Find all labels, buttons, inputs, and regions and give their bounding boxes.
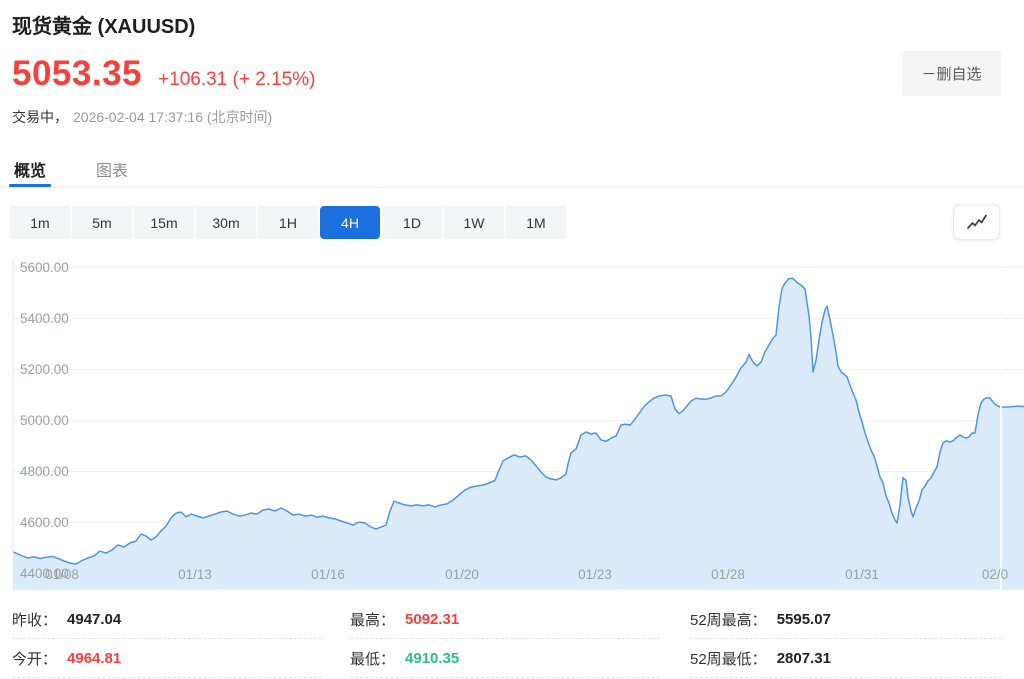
stat-row: 最低： 4910.35 — [350, 639, 660, 678]
stat-row: 今开： 4964.81 — [12, 639, 322, 678]
tabs-divider — [0, 187, 1024, 188]
y-axis-label: 4400.00 — [20, 566, 69, 581]
stat-value: 4910.35 — [405, 649, 460, 667]
timeframe-1m[interactable]: 1M — [506, 206, 566, 239]
quote-stats: 昨收： 4947.04 今开： 4964.81 最高： 5092.31 最低： 4910.35… — [0, 600, 1024, 679]
timeframe-30m[interactable]: 30m — [196, 206, 256, 239]
x-axis-label: 01/28 — [711, 567, 745, 582]
price-row: 5053.35 +106.31 (+ 2.15%) — [12, 54, 315, 94]
y-axis-label: 4600.00 — [20, 515, 69, 530]
view-tabs: 概览 图表 — [8, 155, 130, 187]
y-axis-label: 5000.00 — [20, 413, 69, 428]
stat-label: 昨收： — [12, 611, 58, 629]
quote-timestamp: 2026-02-04 17:37:16 (北京时间) — [73, 109, 273, 125]
price-chart[interactable]: 5600.00 5400.00 5200.00 5000.00 4800.00 4600.… — [0, 255, 1024, 590]
stat-value: 4964.81 — [67, 649, 122, 667]
trading-status: 交易中， 2026-02-04 17:37:16 (北京时间) — [12, 107, 272, 127]
x-axis-label: 01/13 — [178, 567, 212, 582]
stat-column: 52周最高： 5595.07 52周最低： 2807.31 — [690, 600, 1002, 678]
chart-type-button[interactable] — [953, 204, 1000, 240]
x-axis-label: 01/23 — [578, 567, 612, 582]
timeframe-15m[interactable]: 15m — [134, 206, 194, 239]
stat-value: 2807.31 — [776, 649, 831, 667]
y-axis-label: 5200.00 — [20, 362, 69, 377]
stat-value: 4947.04 — [67, 610, 122, 628]
x-axis-label: 01/16 — [311, 567, 345, 582]
price-area-fill — [13, 278, 1024, 590]
timeframe-1d[interactable]: 1D — [382, 206, 442, 239]
x-axis-label: 01/31 — [845, 567, 879, 582]
line-chart-icon — [966, 214, 987, 229]
last-price: 5053.35 — [12, 54, 143, 93]
stat-label: 52周最高： — [690, 611, 767, 629]
stat-row: 52周最高： 5595.07 — [690, 600, 1002, 639]
stat-row: 52周最低： 2807.31 — [690, 639, 1002, 678]
y-axis-label: 4800.00 — [20, 464, 69, 479]
stat-row: 昨收： 4947.04 — [12, 600, 322, 639]
x-axis-label: 01/20 — [445, 567, 479, 582]
stat-label: 52周最低： — [690, 650, 767, 668]
trading-status-label: 交易中， — [12, 109, 68, 125]
tab-overview[interactable]: 概览 — [8, 155, 52, 187]
timeframe-1h[interactable]: 1H — [258, 206, 318, 239]
stat-label: 最低： — [350, 650, 396, 668]
stat-value: 5595.07 — [776, 610, 831, 628]
remove-watchlist-button[interactable]: －删自选 — [902, 51, 1001, 96]
stat-column: 最高： 5092.31 最低： 4910.35 — [350, 600, 660, 678]
y-axis-label: 5400.00 — [20, 311, 69, 326]
timeframe-4h[interactable]: 4H — [320, 206, 380, 239]
stat-column: 昨收： 4947.04 今开： 4964.81 — [12, 600, 322, 678]
timeframe-5m[interactable]: 5m — [72, 206, 132, 239]
price-line — [12, 277, 1024, 565]
timeframe-bar: 1m 5m 15m 30m 1H 4H 1D 1W 1M — [10, 206, 566, 239]
price-change: +106.31 (+ 2.15%) — [158, 69, 316, 90]
x-axis-label: 02/0 — [982, 567, 1008, 582]
y-axis-label: 5600.00 — [20, 260, 69, 275]
x-axis-label: 01/08 — [45, 567, 79, 582]
timeframe-1w[interactable]: 1W — [444, 206, 504, 239]
instrument-title: 现货黄金 (XAUUSD) — [12, 16, 196, 38]
timeframe-1m[interactable]: 1m — [10, 206, 70, 239]
stat-row: 最高： 5092.31 — [350, 600, 660, 639]
tab-chart[interactable]: 图表 — [96, 163, 129, 180]
stat-label: 今开： — [12, 650, 58, 668]
stat-label: 最高： — [350, 611, 396, 629]
stat-value: 5092.31 — [405, 610, 460, 628]
